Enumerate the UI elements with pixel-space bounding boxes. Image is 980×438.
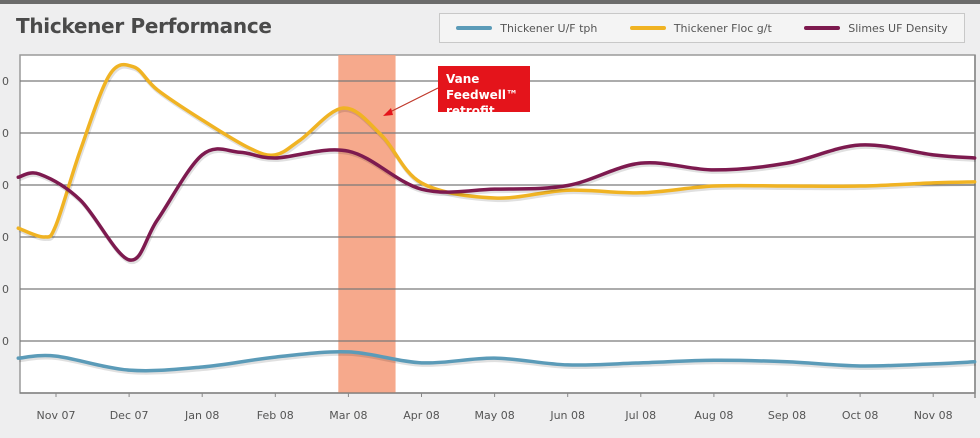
x-tick-label: Oct 08 <box>842 409 879 422</box>
legend-label: Thickener Floc g/t <box>673 21 772 35</box>
series-line-0 <box>16 350 977 373</box>
x-tick-label: Sep 08 <box>768 409 806 422</box>
y-tick-label: 0 <box>2 283 9 296</box>
x-tick-label: Jul 08 <box>624 409 656 422</box>
legend-swatch <box>456 26 493 30</box>
legend-item-floc: Thickener Floc g/t <box>629 21 772 35</box>
chart-title: Thickener Performance <box>16 14 272 38</box>
x-tick-label: May 08 <box>474 409 514 422</box>
y-tick-label: 0 <box>2 75 9 88</box>
x-tick-label: Feb 08 <box>257 409 294 422</box>
x-tick-label: Apr 08 <box>403 409 440 422</box>
annotation-box: Vane Feedwell™ retrofit <box>438 66 530 118</box>
annotation-arrow <box>387 87 439 114</box>
arrowhead-icon <box>383 108 393 116</box>
y-tick-label: 0 <box>2 335 9 348</box>
legend: Thickener U/F tph Thickener Floc g/t Sli… <box>439 13 965 43</box>
x-tick-label: Nov 07 <box>37 409 76 422</box>
x-tick-label: Dec 07 <box>110 409 149 422</box>
legend-item-uf-tph: Thickener U/F tph <box>456 22 597 35</box>
series-line-1 <box>16 62 977 239</box>
y-tick-label: 0 <box>2 231 9 244</box>
legend-item-density: Slimes UF Density <box>804 22 948 35</box>
annotation-line1: Vane Feedwell™ <box>446 72 519 102</box>
annotation-line2: retrofit <box>446 104 495 118</box>
x-tick-label: Jan 08 <box>184 409 219 422</box>
series-line-2 <box>16 143 977 262</box>
legend-swatch <box>629 26 666 30</box>
series-shadow <box>19 351 976 375</box>
legend-label: Thickener U/F tph <box>500 21 598 35</box>
legend-label: Slimes UF Density <box>848 21 948 35</box>
legend-swatch <box>804 26 841 30</box>
top-border <box>0 0 980 4</box>
x-tick-label: Nov 08 <box>914 409 953 422</box>
y-tick-label: 0 <box>2 179 9 192</box>
x-tick-label: Mar 08 <box>329 409 367 422</box>
x-tick-label: Jun 08 <box>549 409 585 422</box>
highlight-band <box>338 55 396 393</box>
y-tick-label: 0 <box>2 127 9 140</box>
x-tick-label: Aug 08 <box>694 409 733 422</box>
